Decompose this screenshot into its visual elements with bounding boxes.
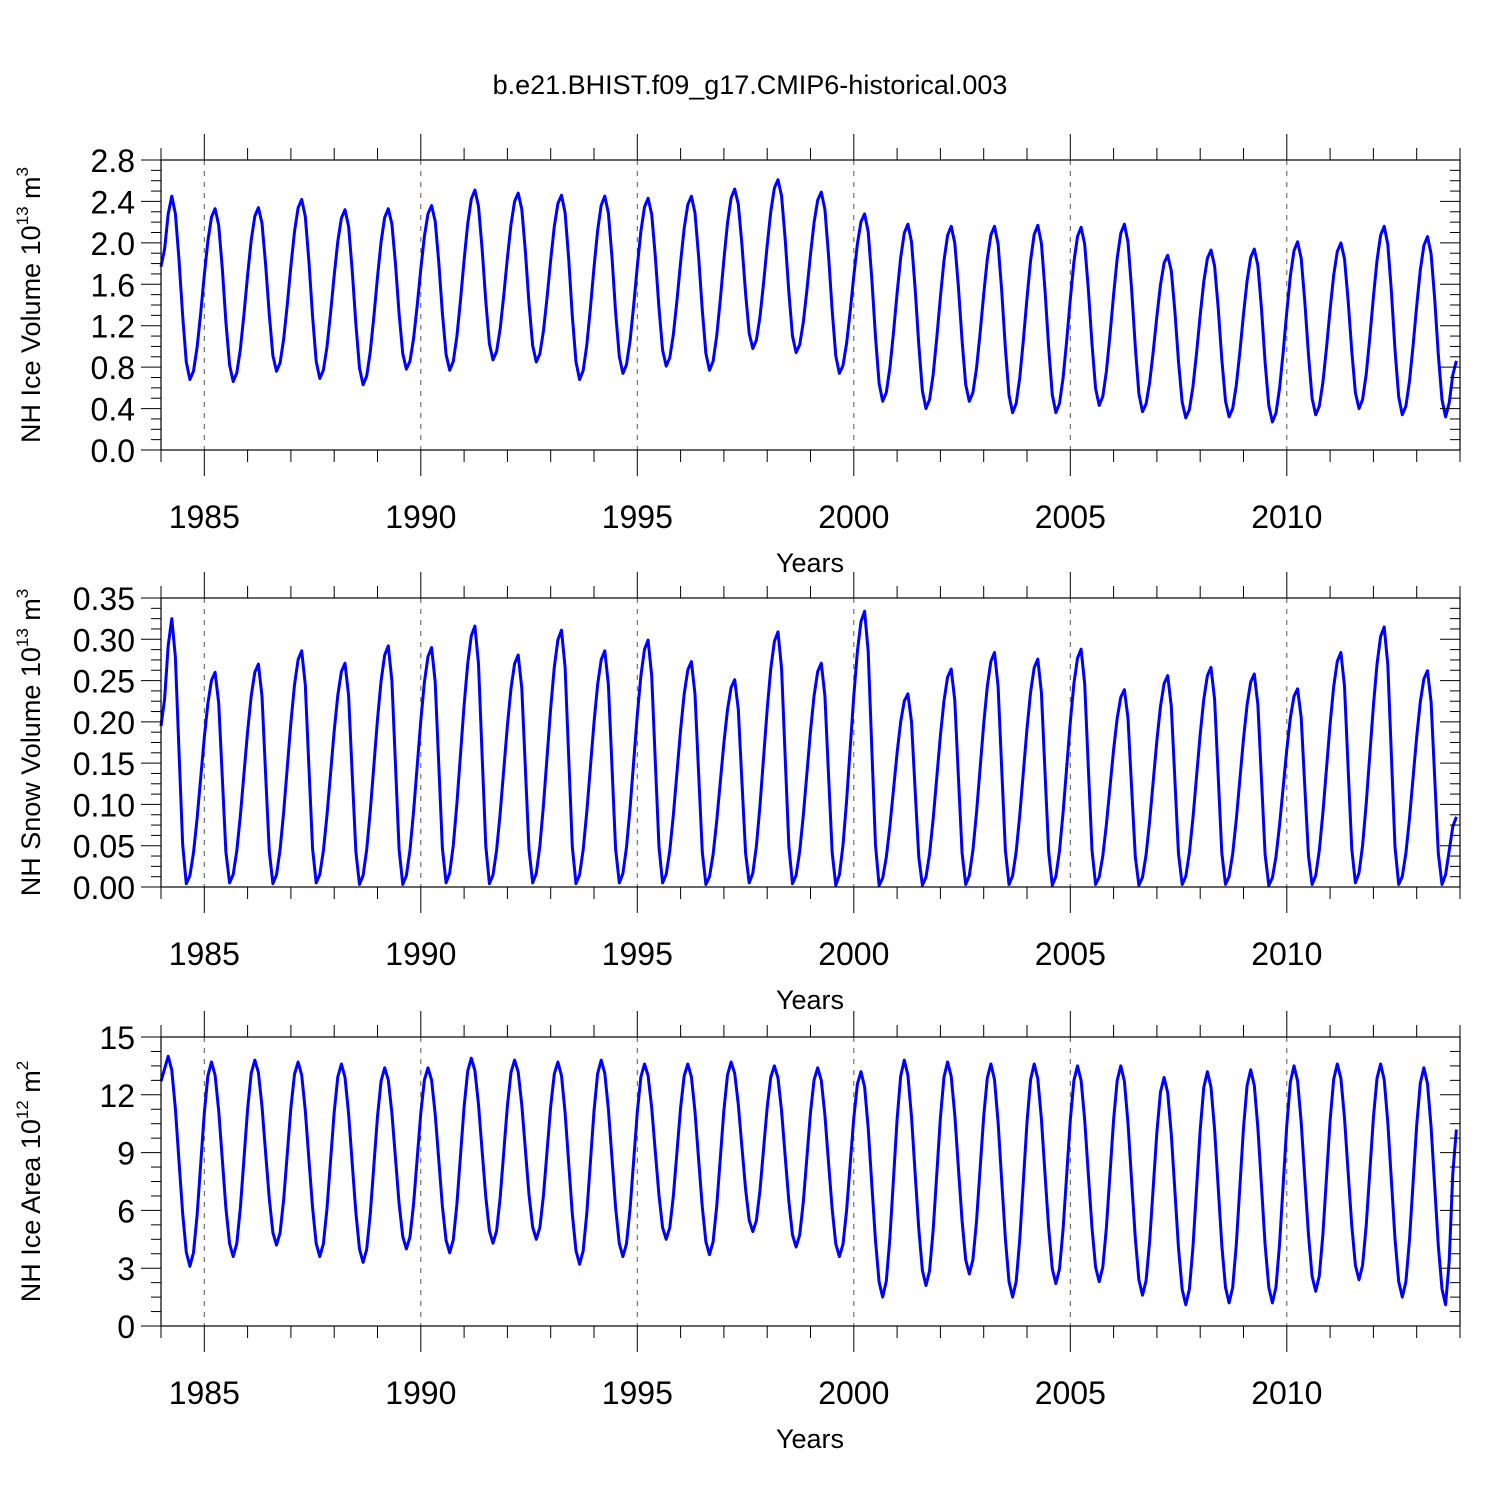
y-tick-label: 0.30 xyxy=(73,622,135,658)
x-tick-label-2010: 2010 xyxy=(1251,1375,1322,1411)
y-tick-label: 0.15 xyxy=(73,746,135,782)
series-line-ice_area xyxy=(159,1054,1458,1307)
y-axis-label: NH Snow Volume 1013 m3 xyxy=(13,589,46,897)
figure-title: b.e21.BHIST.f09_g17.CMIP6-historical.003 xyxy=(492,70,1008,100)
x-axis-label: Years xyxy=(776,548,844,578)
y-tick-label: 0.20 xyxy=(73,705,135,741)
x-tick-label-2005: 2005 xyxy=(1035,499,1106,535)
x-tick-label-2010: 2010 xyxy=(1251,936,1322,972)
x-tick-label-1985: 1985 xyxy=(169,936,240,972)
x-tick-label-1985: 1985 xyxy=(169,499,240,535)
x-tick-label-1990: 1990 xyxy=(385,499,456,535)
x-tick-label-1985: 1985 xyxy=(169,1375,240,1411)
y-tick-label: 0 xyxy=(117,1309,135,1345)
series-line-ice_volume xyxy=(159,178,1458,424)
y-tick-label: 3 xyxy=(117,1251,135,1287)
y-tick-label: 9 xyxy=(117,1136,135,1172)
x-tick-label-2000: 2000 xyxy=(818,499,889,535)
y-tick-label: 2.4 xyxy=(91,184,135,220)
x-tick-label-2010: 2010 xyxy=(1251,499,1322,535)
y-tick-label: 0.00 xyxy=(73,870,135,906)
plot-frame xyxy=(160,1036,1461,1327)
y-tick-label: 0.8 xyxy=(91,350,135,386)
y-tick-label: 12 xyxy=(99,1078,135,1114)
y-tick-label: 0.25 xyxy=(73,664,135,700)
x-axis-label: Years xyxy=(776,1424,844,1454)
x-tick-label-1995: 1995 xyxy=(602,499,673,535)
x-tick-label-2000: 2000 xyxy=(818,936,889,972)
y-tick-label: 6 xyxy=(117,1193,135,1229)
y-axis-label: NH Ice Area 1012 m2 xyxy=(13,1061,46,1302)
y-tick-label: 2.8 xyxy=(91,143,135,179)
x-tick-label-1995: 1995 xyxy=(602,1375,673,1411)
y-tick-label: 15 xyxy=(99,1020,135,1056)
y-tick-label: 0.05 xyxy=(73,829,135,865)
panel-ice_area: 1985 1990 1995 2000 2005 2010 Years 0 3 6 9 12 15 NH … xyxy=(13,1011,1461,1454)
x-tick-label-2005: 2005 xyxy=(1035,1375,1106,1411)
y-tick-label: 0.35 xyxy=(73,581,135,617)
y-tick-label: 0.4 xyxy=(91,392,135,428)
y-tick-label: 2.0 xyxy=(91,226,135,262)
x-tick-label-2005: 2005 xyxy=(1035,936,1106,972)
x-tick-label-1990: 1990 xyxy=(385,1375,456,1411)
series-line-snow_volume xyxy=(159,609,1458,887)
y-tick-label: 0.0 xyxy=(91,433,135,469)
x-tick-label-1990: 1990 xyxy=(385,936,456,972)
panel-snow_volume: 1985 1990 1995 2000 2005 2010 Years 0.00 0.05 0.1… xyxy=(13,572,1461,1015)
y-tick-label: 1.2 xyxy=(91,309,135,345)
y-tick-label: 0.10 xyxy=(73,787,135,823)
x-tick-label-1995: 1995 xyxy=(602,936,673,972)
x-axis-label: Years xyxy=(776,985,844,1015)
panel-ice_volume: 1985 1990 1995 2000 2005 2010 Years 0.0 0.4 0.8 1.… xyxy=(13,134,1461,578)
y-axis-label: NH Ice Volume 1013 m3 xyxy=(13,167,46,443)
x-tick-label-2000: 2000 xyxy=(818,1375,889,1411)
y-tick-label: 1.6 xyxy=(91,267,135,303)
